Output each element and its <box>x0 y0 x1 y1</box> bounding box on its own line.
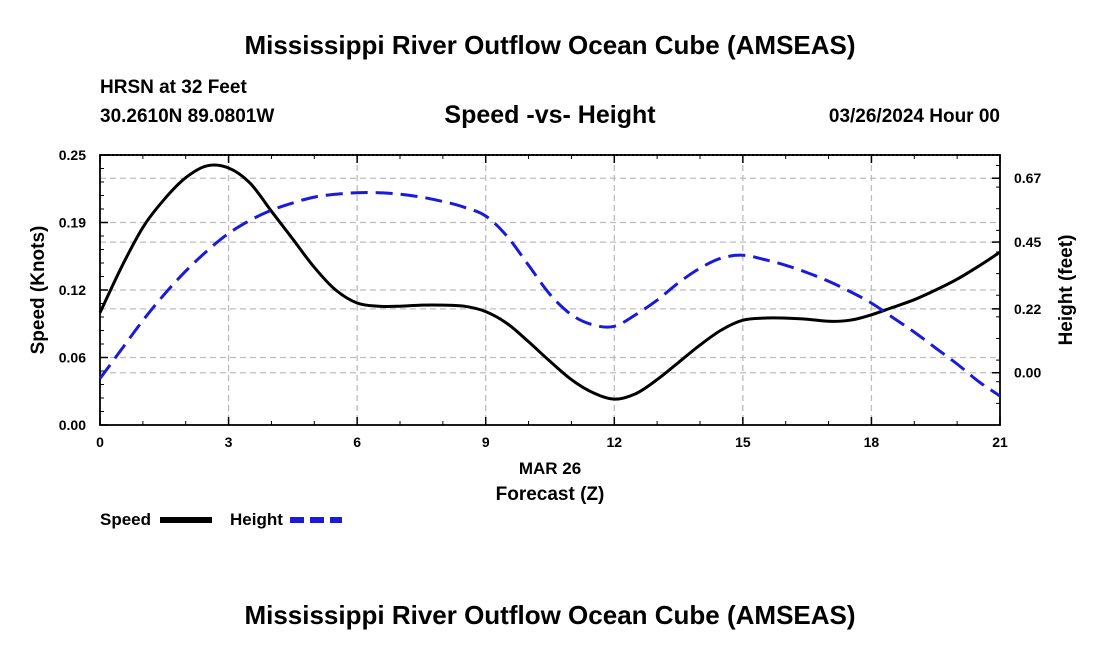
x-tick-label: 3 <box>225 434 233 450</box>
y-left-tick-label: 0.25 <box>59 147 86 163</box>
x-tick-label: 9 <box>482 434 490 450</box>
x-tick-label: 12 <box>606 434 622 450</box>
page-title: Mississippi River Outflow Ocean Cube (AM… <box>244 30 856 60</box>
height-series-line <box>98 191 1001 398</box>
chart-labels: 0 3 6 9 12 15 18 21 0.00 0.06 0.12 0.19 0.25 0.00 0.22… <box>28 147 1077 505</box>
y-right-tick-label: 0.67 <box>1014 170 1041 186</box>
y-right-tick-label: 0.22 <box>1014 301 1041 317</box>
legend-label-speed: Speed <box>100 510 151 529</box>
x-axis-title: Forecast (Z) <box>496 484 605 505</box>
x-tick-label: 6 <box>353 434 361 450</box>
chart-axes <box>99 154 1001 426</box>
x-tick-label: 21 <box>992 434 1008 450</box>
chart-series <box>98 163 1001 401</box>
forecast-datetime: 03/26/2024 Hour 00 <box>828 106 1000 127</box>
x-date-label: MAR 26 <box>519 459 581 478</box>
legend-label-height: Height <box>230 510 283 529</box>
coordinates-label: 30.2610N 89.0801W <box>100 106 275 127</box>
x-tick-label: 0 <box>96 434 104 450</box>
station-label: HRSN at 32 Feet <box>100 77 247 98</box>
y-left-tick-label: 0.19 <box>59 215 86 231</box>
chart-subtitle: Speed -vs- Height <box>444 101 656 129</box>
x-tick-label: 18 <box>864 434 880 450</box>
chart-legend: Speed Height <box>100 510 342 529</box>
speed-series-line <box>98 163 1001 401</box>
y-right-tick-label: 0.00 <box>1014 365 1041 381</box>
y-left-tick-label: 0.00 <box>59 417 86 433</box>
y-left-tick-label: 0.12 <box>59 282 86 298</box>
footer-title: Mississippi River Outflow Ocean Cube (AM… <box>244 600 856 630</box>
y-left-axis-title: Speed (Knots) <box>28 226 49 355</box>
grid-lines <box>100 155 1000 425</box>
x-tick-label: 15 <box>735 434 751 450</box>
y-right-tick-label: 0.45 <box>1014 234 1041 250</box>
y-right-axis-title: Height (feet) <box>1056 235 1077 346</box>
y-left-tick-label: 0.06 <box>59 350 86 366</box>
